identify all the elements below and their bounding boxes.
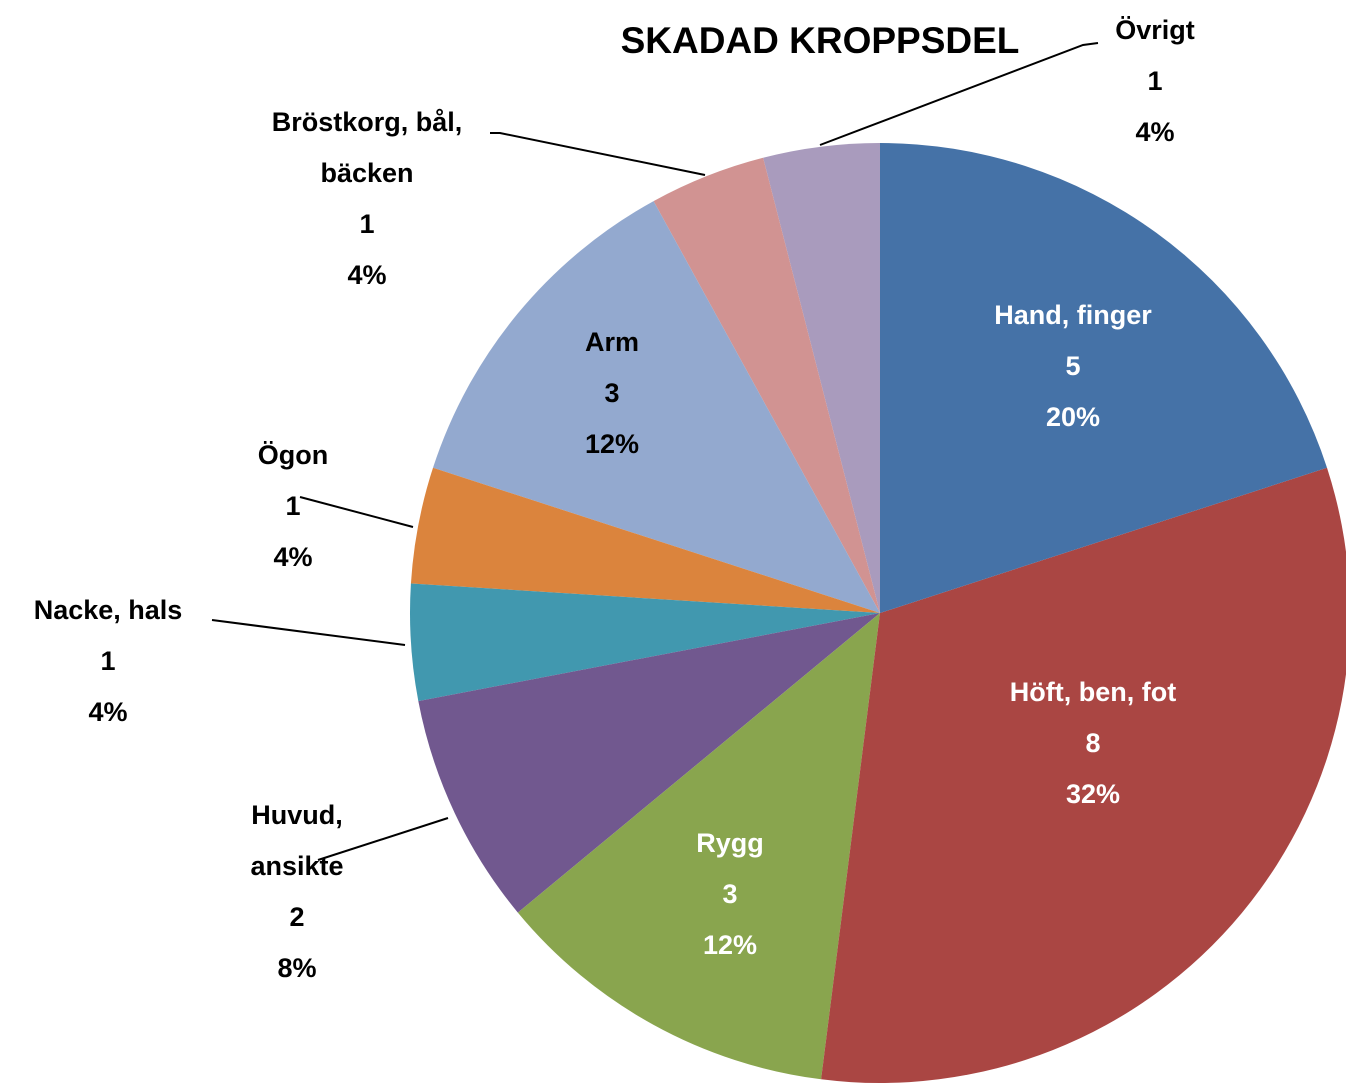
percent-label: 32%	[1065, 779, 1121, 809]
leader-line	[211, 619, 406, 646]
slice-label: Rygg 3 12%	[630, 818, 830, 971]
slice-label: Huvud, ansikte 2 8%	[227, 790, 367, 994]
value-label: 2	[289, 902, 305, 932]
percent-label: 4%	[88, 697, 128, 727]
pie-slice	[517, 613, 880, 1080]
percent-label: 4%	[273, 542, 313, 572]
category-label: Rygg	[696, 828, 764, 858]
value-label: 8	[1085, 728, 1101, 758]
category-label: Bröstkorg, bål, bäcken	[271, 107, 463, 188]
value-label: 1	[1147, 66, 1163, 96]
pie-slice	[821, 467, 1346, 1083]
chart-title: SKADAD KROPPSDEL	[620, 20, 1020, 61]
pie-slice	[880, 143, 1327, 613]
slice-label: Övrigt 1 4%	[1080, 5, 1230, 158]
percent-label: 12%	[584, 429, 640, 459]
slice-label: Bröstkorg, bål, bäcken 1 4%	[232, 97, 502, 301]
percent-label: 12%	[702, 930, 758, 960]
leader-line	[299, 496, 414, 528]
pie-slice	[763, 143, 880, 613]
pie-slice	[653, 157, 880, 613]
category-label: Ögon	[257, 440, 329, 470]
percent-label: 20%	[1045, 402, 1101, 432]
category-label: Höft, ben, fot	[1009, 677, 1177, 707]
value-label: 3	[722, 879, 738, 909]
value-label: 5	[1065, 351, 1081, 381]
slice-label: Arm 3 12%	[537, 317, 687, 470]
value-label: 3	[604, 378, 620, 408]
category-label: Huvud, ansikte	[250, 800, 344, 881]
value-label: 1	[285, 491, 301, 521]
category-label: Arm	[584, 327, 639, 357]
slice-label: Ögon 1 4%	[218, 430, 368, 583]
pie-slice	[418, 613, 880, 913]
value-label: 1	[100, 646, 116, 676]
leader-line	[317, 817, 449, 861]
pie-slice	[433, 201, 880, 613]
percent-label: 4%	[347, 260, 387, 290]
slice-label: Nacke, hals 1 4%	[0, 585, 218, 738]
leader-line	[490, 132, 706, 176]
percent-label: 8%	[277, 953, 317, 983]
category-label: Hand, finger	[994, 300, 1152, 330]
leader-line	[819, 42, 1099, 146]
category-label: Övrigt	[1115, 15, 1195, 45]
pie-slice	[410, 467, 880, 613]
value-label: 1	[359, 209, 375, 239]
slice-label: Höft, ben, fot 8 32%	[943, 667, 1243, 820]
pie-slice	[409, 583, 880, 702]
percent-label: 4%	[1135, 117, 1175, 147]
slice-label: Hand, finger 5 20%	[943, 290, 1203, 443]
category-label: Nacke, hals	[33, 595, 183, 625]
